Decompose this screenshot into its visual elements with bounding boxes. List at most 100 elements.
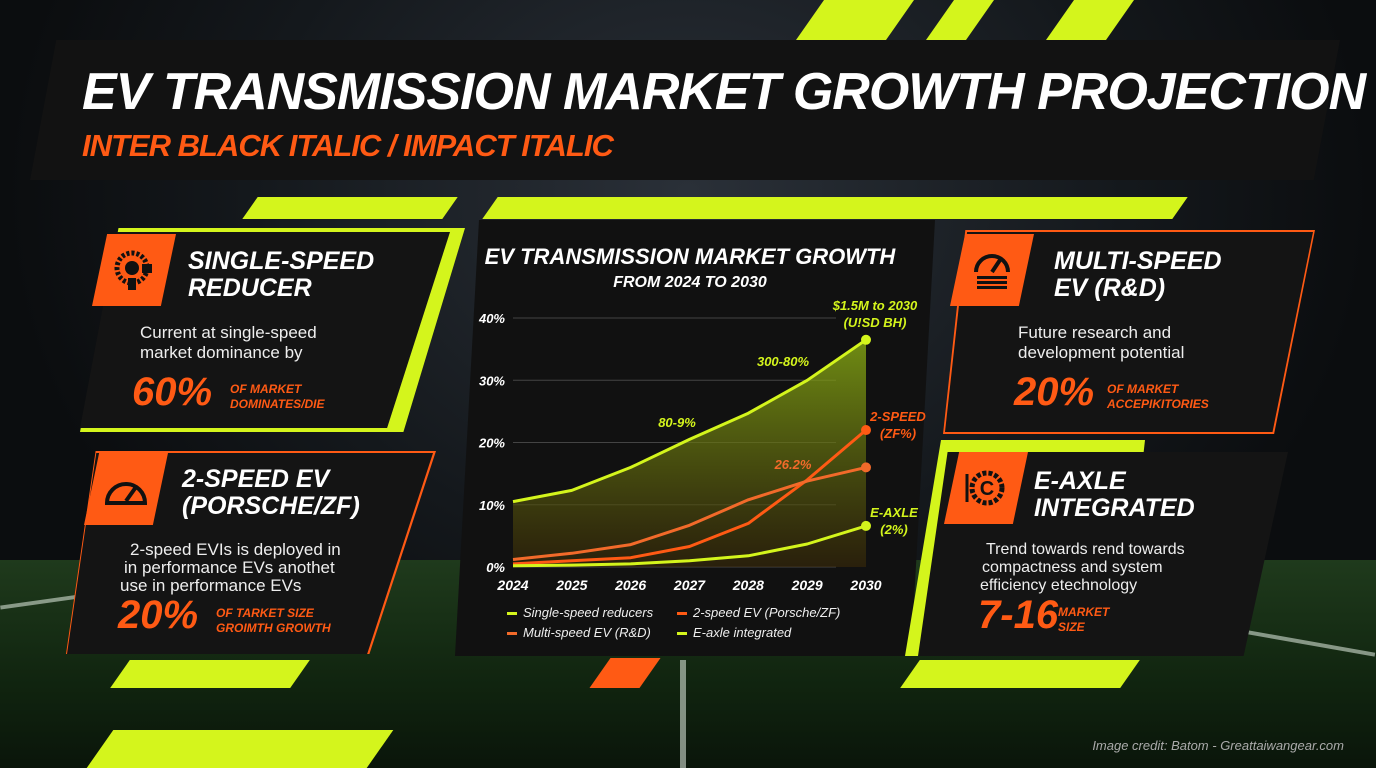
y-tick-label: 20% bbox=[478, 436, 505, 451]
card-title-line: E-AXLE bbox=[1034, 467, 1126, 495]
card-stat: 20% bbox=[118, 593, 199, 637]
series-line bbox=[512, 465, 867, 561]
annotation-label: 26.2% bbox=[774, 457, 812, 472]
card-description: Trend towards rend towards compactness an… bbox=[980, 541, 1185, 595]
card-title: 2-SPEED EV (PORSCHE/ZF) bbox=[182, 466, 360, 520]
card-title: MULTI-SPEED EV (R&D) bbox=[1054, 248, 1222, 302]
card-title-line: 2-SPEED EV bbox=[182, 465, 330, 493]
card-description: Future research and development potential bbox=[1018, 323, 1184, 363]
legend-swatch bbox=[507, 632, 517, 636]
legend-swatch bbox=[507, 612, 517, 616]
card-title-line: INTEGRATED bbox=[1034, 494, 1195, 522]
annotation-top: $1.5M to 2030 bbox=[832, 298, 918, 313]
annotation-label: 300-80% bbox=[757, 354, 809, 369]
desc-line: compactness and system bbox=[982, 559, 1163, 576]
note-line: SIZE bbox=[1058, 620, 1085, 634]
svg-text:C: C bbox=[980, 478, 994, 500]
x-tick-label: 2025 bbox=[555, 577, 587, 593]
card-title-line: REDUCER bbox=[188, 274, 312, 302]
gauge-stack-icon bbox=[950, 234, 1034, 306]
annotation-2-speed: 2-SPEED bbox=[869, 409, 926, 424]
series-area-fill bbox=[513, 339, 866, 567]
legend-label: Multi-speed EV (R&D) bbox=[523, 625, 651, 640]
x-tick-label: 2026 bbox=[614, 577, 646, 593]
card-stat: 60% bbox=[132, 370, 213, 414]
x-tick-label: 2030 bbox=[849, 577, 881, 593]
decor-stripe bbox=[900, 660, 1140, 688]
card-title-line: EV (R&D) bbox=[1054, 274, 1166, 302]
decor-stripe bbox=[925, 0, 995, 40]
e-axle-gear-icon: C bbox=[944, 452, 1028, 524]
card-stat-note: OF TARKET SIZE GROIMTH GROWTH bbox=[216, 606, 331, 636]
yard-line bbox=[680, 660, 686, 768]
annotation-label: 80-9% bbox=[658, 415, 696, 430]
card-description: 2-speed EVIs is deployed in in performanc… bbox=[120, 540, 341, 595]
note-line: OF TARKET SIZE bbox=[216, 606, 314, 620]
legend-item: 2-speed EV (Porsche/ZF) bbox=[677, 603, 840, 623]
y-tick-label: 0% bbox=[486, 560, 505, 575]
series-endpoint-marker bbox=[861, 425, 871, 436]
legend-item: E-axle integrated bbox=[677, 623, 791, 643]
card-stat: 7-16 bbox=[978, 593, 1059, 637]
desc-line: efficiency etechnology bbox=[980, 577, 1138, 594]
page-subtitle: INTER BLACK ITALIC / IMPACT ITALIC bbox=[82, 128, 614, 163]
card-stat-note: MARKET SIZE bbox=[1058, 605, 1109, 635]
decor-stripe bbox=[242, 197, 458, 219]
card-title: SINGLE-SPEED REDUCER bbox=[188, 248, 374, 302]
card-title-line: MULTI-SPEED bbox=[1054, 247, 1222, 275]
desc-line: market dominance by bbox=[140, 343, 303, 362]
legend-item: Single-speed reducers bbox=[507, 603, 677, 623]
annotation-e-axle: (2%) bbox=[880, 522, 907, 537]
series-endpoint-marker bbox=[861, 520, 871, 531]
page-title: EV TRANSMISSION MARKET GROWTH PROJECTION bbox=[82, 63, 1366, 121]
legend-swatch bbox=[677, 632, 687, 636]
desc-line: Future research and bbox=[1018, 323, 1172, 342]
x-tick-label: 2027 bbox=[673, 577, 706, 593]
y-tick-label: 40% bbox=[478, 311, 505, 326]
note-line: GROIMTH GROWTH bbox=[216, 621, 331, 635]
card-stat-note: OF MARKET ACCEPIKITORIES bbox=[1107, 382, 1209, 412]
card-stat: 20% bbox=[1014, 370, 1095, 414]
image-credit: Image credit: Batom - Greattaiwangear.co… bbox=[1092, 738, 1344, 753]
desc-line: development potential bbox=[1018, 343, 1185, 362]
y-tick-label: 10% bbox=[479, 498, 505, 513]
desc-line: 2-speed EVIs is deployed in bbox=[130, 540, 341, 559]
desc-line: use in performance EVs bbox=[120, 576, 302, 595]
note-line: ACCEPIKITORIES bbox=[1107, 397, 1209, 411]
card-stat-note: OF MARKET DOMINATES/DIE bbox=[230, 382, 324, 412]
desc-line: in performance EVs anothet bbox=[124, 558, 335, 577]
annotation-e-axle: E-AXLE bbox=[870, 505, 918, 520]
desc-line: Trend towards rend towards bbox=[986, 541, 1185, 558]
legend-label: Single-speed reducers bbox=[523, 605, 654, 620]
card-title: E-AXLE INTEGRATED bbox=[1034, 468, 1195, 522]
legend-label: 2-speed EV (Porsche/ZF) bbox=[693, 605, 841, 620]
series-endpoint-marker bbox=[861, 462, 871, 473]
decor-stripe bbox=[110, 660, 310, 688]
card-description: Current at single-speed market dominance … bbox=[140, 323, 317, 363]
chart-title: EV TRANSMISSION MARKET GROWTH bbox=[484, 244, 896, 269]
decor-stripe bbox=[482, 197, 1188, 219]
annotation-top-unit: (U!SD BH) bbox=[844, 315, 907, 330]
series-endpoint-marker bbox=[861, 334, 871, 345]
decor-stripe bbox=[86, 730, 394, 768]
legend-item: Multi-speed EV (R&D) bbox=[507, 623, 677, 643]
decor-stripe bbox=[795, 0, 915, 40]
chart-subtitle: FROM 2024 TO 2030 bbox=[613, 274, 767, 291]
series-line bbox=[512, 338, 867, 504]
card-title-line: SINGLE-SPEED bbox=[188, 247, 375, 275]
legend-swatch bbox=[677, 612, 687, 616]
series-line bbox=[512, 524, 867, 568]
gear-reducer-icon bbox=[92, 234, 176, 306]
desc-line: Current at single-speed bbox=[140, 323, 317, 342]
note-line: OF MARKET bbox=[1107, 382, 1179, 396]
speedometer-icon bbox=[84, 453, 168, 525]
annotation-2-speed: (ZF%) bbox=[880, 426, 916, 441]
x-tick-label: 2029 bbox=[791, 577, 823, 593]
title-banner bbox=[30, 40, 1340, 180]
y-tick-label: 30% bbox=[479, 373, 505, 388]
x-tick-label: 2024 bbox=[496, 577, 528, 593]
note-line: MARKET bbox=[1058, 605, 1110, 619]
chart-legend: Single-speed reducers 2-speed EV (Porsche… bbox=[507, 603, 840, 643]
note-line: DOMINATES/DIE bbox=[230, 397, 325, 411]
x-tick-label: 2028 bbox=[732, 577, 764, 593]
